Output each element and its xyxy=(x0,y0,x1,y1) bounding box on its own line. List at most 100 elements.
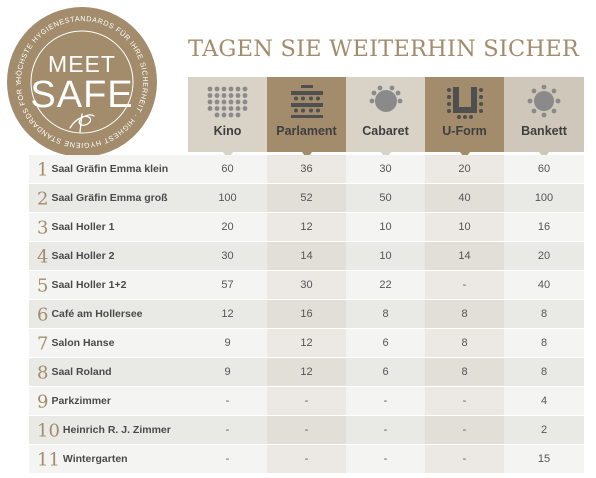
row-divider xyxy=(29,444,584,445)
capacity-cell: 14 xyxy=(425,242,504,271)
column-label: Kino xyxy=(213,124,242,138)
capacity-cell: 14 xyxy=(267,242,346,271)
room-number: 10 xyxy=(37,420,60,442)
table-row: 8 Saal Roland 9 12 6 8 8 xyxy=(29,358,584,387)
capacity-cell: 30 xyxy=(221,250,234,262)
capacity-cell: - xyxy=(267,387,346,416)
capacity-cell: 20 xyxy=(221,221,234,233)
capacity-cell: 100 xyxy=(534,192,554,204)
room-number: 2 xyxy=(37,188,49,210)
room-name: Café am Hollersee xyxy=(51,308,143,321)
parlament-seating-icon xyxy=(290,85,323,118)
room-number: 6 xyxy=(37,304,49,326)
capacity-cell: 50 xyxy=(379,192,392,204)
room-number: 8 xyxy=(37,362,49,384)
capacity-cell: 30 xyxy=(379,163,392,175)
column-label: Parlament xyxy=(276,124,337,138)
room-number: 1 xyxy=(37,159,49,181)
capacity-cell: - xyxy=(425,445,504,474)
capacity-cell: 57 xyxy=(221,279,234,291)
row-divider xyxy=(29,212,584,213)
row-divider xyxy=(29,299,584,300)
capacity-cell: - xyxy=(225,453,230,465)
row-label: 6 Café am Hollersee xyxy=(37,300,143,329)
capacity-cell: 8 xyxy=(540,308,548,320)
capacity-cell: 20 xyxy=(425,155,504,184)
bankett-seating-icon xyxy=(527,85,561,118)
table-row: 11 Wintergarten - - - - 15 xyxy=(29,445,584,474)
capacity-cell: 12 xyxy=(221,308,234,320)
capacity-cell: 12 xyxy=(267,329,346,358)
capacity-cell: - xyxy=(383,395,388,407)
capacity-cell: 60 xyxy=(537,163,551,175)
table-row: 6 Café am Hollersee 12 16 8 8 8 xyxy=(29,300,584,329)
room-name: Saal Roland xyxy=(51,366,112,379)
row-label: 2 Saal Gräfin Emma groß xyxy=(37,184,168,213)
capacity-cell: 30 xyxy=(267,271,346,300)
column-header-cabaret: Cabaret xyxy=(346,77,425,159)
room-number: 5 xyxy=(37,275,49,297)
seal-monogram-icon xyxy=(69,113,95,133)
capacity-cell: - xyxy=(425,271,504,300)
capacity-cell: - xyxy=(267,445,346,474)
row-label: 5 Saal Holler 1+2 xyxy=(37,271,126,300)
table-row: 2 Saal Gräfin Emma groß 100 52 50 40 100 xyxy=(29,184,584,213)
capacity-cell: 8 xyxy=(425,300,504,329)
table-row: 10 Heinrich R. J. Zimmer - - - - 2 xyxy=(29,416,584,445)
room-name: Saal Gräfin Emma groß xyxy=(51,192,168,205)
row-label: 4 Saal Holler 2 xyxy=(37,242,114,271)
room-number: 7 xyxy=(37,333,49,355)
capacity-cell: 22 xyxy=(379,279,392,291)
column-label: U-Form xyxy=(442,124,487,138)
capacity-cell: - xyxy=(225,395,230,407)
capacity-cell: - xyxy=(425,387,504,416)
table-row: 7 Salon Hanse 9 12 6 8 8 xyxy=(29,329,584,358)
capacity-cell: 36 xyxy=(267,155,346,184)
capacity-cell: 8 xyxy=(382,308,389,320)
column-header-bankett: Bankett xyxy=(504,77,584,159)
capacity-cell: 16 xyxy=(267,300,346,329)
capacity-cell: 52 xyxy=(267,184,346,213)
row-divider xyxy=(29,473,584,474)
capacity-cell: 8 xyxy=(425,329,504,358)
room-number: 4 xyxy=(37,246,49,268)
row-divider xyxy=(29,415,584,416)
capacity-cell: 8 xyxy=(425,358,504,387)
seal-line-2: SAFE xyxy=(30,74,133,116)
row-divider xyxy=(29,357,584,358)
row-label: 7 Salon Hanse xyxy=(37,329,114,358)
capacity-cell: - xyxy=(225,424,230,436)
table-row: 4 Saal Holler 2 30 14 10 14 20 xyxy=(29,242,584,271)
cabaret-seating-icon xyxy=(369,85,402,112)
room-number: 9 xyxy=(37,391,49,413)
capacity-cell: 15 xyxy=(537,453,551,465)
row-divider xyxy=(29,241,584,242)
capacity-cell: 8 xyxy=(540,337,548,349)
page-title: TAGEN SIE WEITERHIN SICHER xyxy=(188,36,580,62)
capacity-cell: 100 xyxy=(218,192,237,204)
table-row: 3 Saal Holler 1 20 12 10 10 16 xyxy=(29,213,584,242)
capacity-cell: 60 xyxy=(221,163,234,175)
row-label: 1 Saal Gräfin Emma klein xyxy=(37,155,168,184)
kino-seating-icon xyxy=(207,86,247,118)
room-number: 11 xyxy=(37,449,60,471)
capacity-cell: 40 xyxy=(425,184,504,213)
table-row: 9 Parkzimmer - - - - 4 xyxy=(29,387,584,416)
row-label: 11 Wintergarten xyxy=(37,445,128,474)
room-name: Saal Holler 1+2 xyxy=(51,279,127,292)
column-label: Cabaret xyxy=(362,124,409,138)
row-divider xyxy=(29,328,584,329)
room-name: Wintergarten xyxy=(62,453,128,466)
capacity-cell: 6 xyxy=(382,337,389,349)
room-name: Parkzimmer xyxy=(51,395,111,408)
capacity-cell: - xyxy=(383,424,388,436)
room-name: Saal Gräfin Emma klein xyxy=(51,163,169,176)
capacity-cell: 10 xyxy=(379,221,392,233)
table-row: 5 Saal Holler 1+2 57 30 22 - 40 xyxy=(29,271,584,300)
capacity-cell: - xyxy=(267,416,346,445)
capacity-table: 1 Saal Gräfin Emma klein 60 36 30 20 60 2 Saal G… xyxy=(29,155,584,474)
capacity-cell: 20 xyxy=(537,250,551,262)
capacity-cell: 10 xyxy=(425,213,504,242)
column-label: Bankett xyxy=(521,124,567,138)
capacity-cell: 12 xyxy=(267,358,346,387)
